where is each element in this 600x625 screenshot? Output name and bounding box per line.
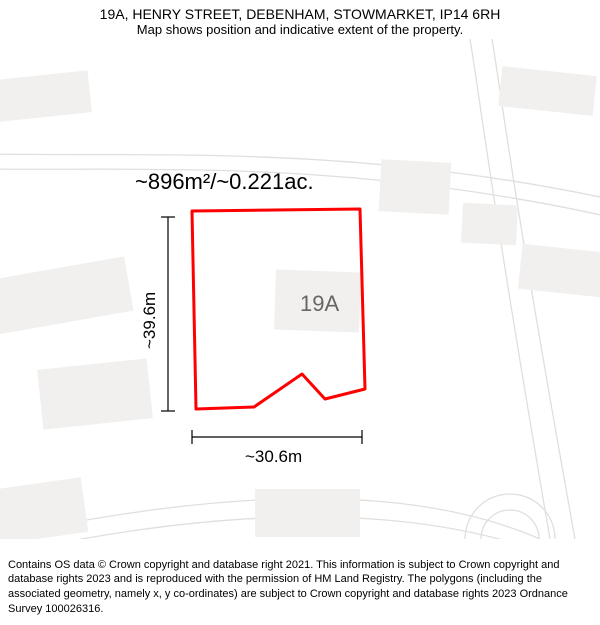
building-footprint: [498, 66, 597, 116]
building-footprint: [0, 256, 134, 336]
building-footprint: [379, 159, 452, 215]
width-label: ~30.6m: [245, 447, 302, 467]
building-footprint: [518, 244, 600, 299]
roundabout-outer: [465, 494, 555, 539]
dimension-line: [192, 430, 362, 444]
property-id-label: 19A: [300, 291, 339, 317]
building-footprint: [37, 358, 153, 429]
area-label: ~896m²/~0.221ac.: [135, 169, 314, 195]
building-footprint: [255, 489, 360, 537]
building-footprint: [0, 70, 92, 125]
building-footprint: [0, 477, 88, 539]
page-title: 19A, HENRY STREET, DEBENHAM, STOWMARKET,…: [10, 6, 590, 22]
building-footprint: [461, 203, 518, 246]
map-area: ~896m²/~0.221ac. ~39.6m ~30.6m 19A: [0, 39, 600, 539]
page-subtitle: Map shows position and indicative extent…: [10, 22, 590, 37]
height-label: ~39.6m: [140, 292, 160, 349]
dimension-line: [161, 217, 175, 411]
header: 19A, HENRY STREET, DEBENHAM, STOWMARKET,…: [0, 0, 600, 39]
copyright-footer: Contains OS data © Crown copyright and d…: [0, 554, 600, 625]
